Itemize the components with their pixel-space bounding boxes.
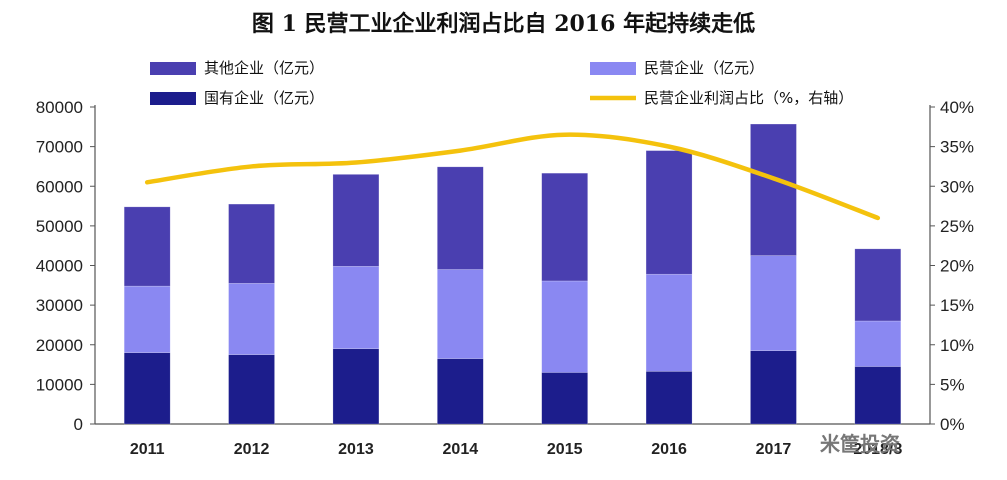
bar-other [228,203,275,284]
y-right-tick-label: 25% [940,217,974,236]
y-left-tick-label: 50000 [36,217,83,236]
y-right-tick-label: 5% [940,375,965,394]
y-left-tick-label: 70000 [36,138,83,157]
x-tick-label: 2012 [234,441,270,458]
chart-title: 图 1 民营工业企业利润占比自 2016 年起持续走低 [251,11,756,37]
y-right-tick-label: 15% [940,296,974,315]
watermark-text: 米筐投资 [820,432,900,456]
y-right-tick-label: 0% [940,415,965,434]
bar-private [750,255,797,351]
legend-label: 国有企业（亿元） [204,89,324,107]
bar-state [332,348,380,425]
y-left-tick-label: 10000 [36,375,83,394]
y-left-tick-label: 80000 [36,98,83,117]
bar-other [332,174,380,267]
bar-series-group [123,123,902,425]
bar-state [541,372,588,425]
bar-other [437,166,484,270]
y-left-tick-label: 20000 [36,336,83,355]
tick-labels: 0 10000 20000 30000 40000 50000 60000 70000 8000… [36,98,974,458]
y-left-tick-label: 40000 [36,257,83,276]
bar-state [854,366,902,425]
x-tick-label: 2013 [338,441,374,458]
y-right-tick-label: 40% [940,98,974,117]
bar-other [645,150,693,275]
legend-swatch-state [150,92,196,105]
legend-label: 民营企业利润占比（%，右轴） [644,89,853,107]
bar-state [123,352,171,425]
bar-private [541,280,588,373]
legend-label: 民营企业（亿元） [644,59,764,77]
bar-state [645,370,693,425]
bar-private [437,269,484,359]
bar-state [228,354,275,425]
bar-state [437,358,484,425]
y-right-tick-label: 20% [940,257,974,276]
bar-private [228,283,275,355]
x-tick-label: 2011 [130,441,165,458]
bar-private [645,273,693,372]
y-right-tick-label: 35% [940,138,974,157]
bar-other [123,206,171,287]
bar-other [541,172,588,282]
x-tick-label: 2015 [547,441,583,458]
x-tick-label: 2017 [756,441,792,458]
bar-private [332,265,380,350]
y-left-tick-label: 0 [74,415,83,434]
line-series-share [144,132,881,221]
line-series-group [144,132,881,221]
legend-swatch-private [590,62,636,75]
x-tick-label: 2014 [443,441,479,458]
bar-state [750,350,797,425]
y-right-tick-label: 10% [940,336,974,355]
chart-axes [90,105,935,425]
x-tick-label: 2016 [651,441,687,458]
bar-other [854,248,902,322]
legend-swatch-other [150,62,196,75]
bar-other [750,123,797,256]
bar-private [123,285,171,353]
bar-private [854,320,902,367]
chart-legend: 其他企业（亿元） 民营企业（亿元） 国有企业（亿元） 民营企业利润占比（%，右轴） [150,59,853,107]
y-right-tick-label: 30% [940,177,974,196]
y-left-tick-label: 30000 [36,296,83,315]
legend-label: 其他企业（亿元） [204,59,324,77]
y-left-tick-label: 60000 [36,177,83,196]
x-tick-label: 2018/8 [853,441,902,458]
